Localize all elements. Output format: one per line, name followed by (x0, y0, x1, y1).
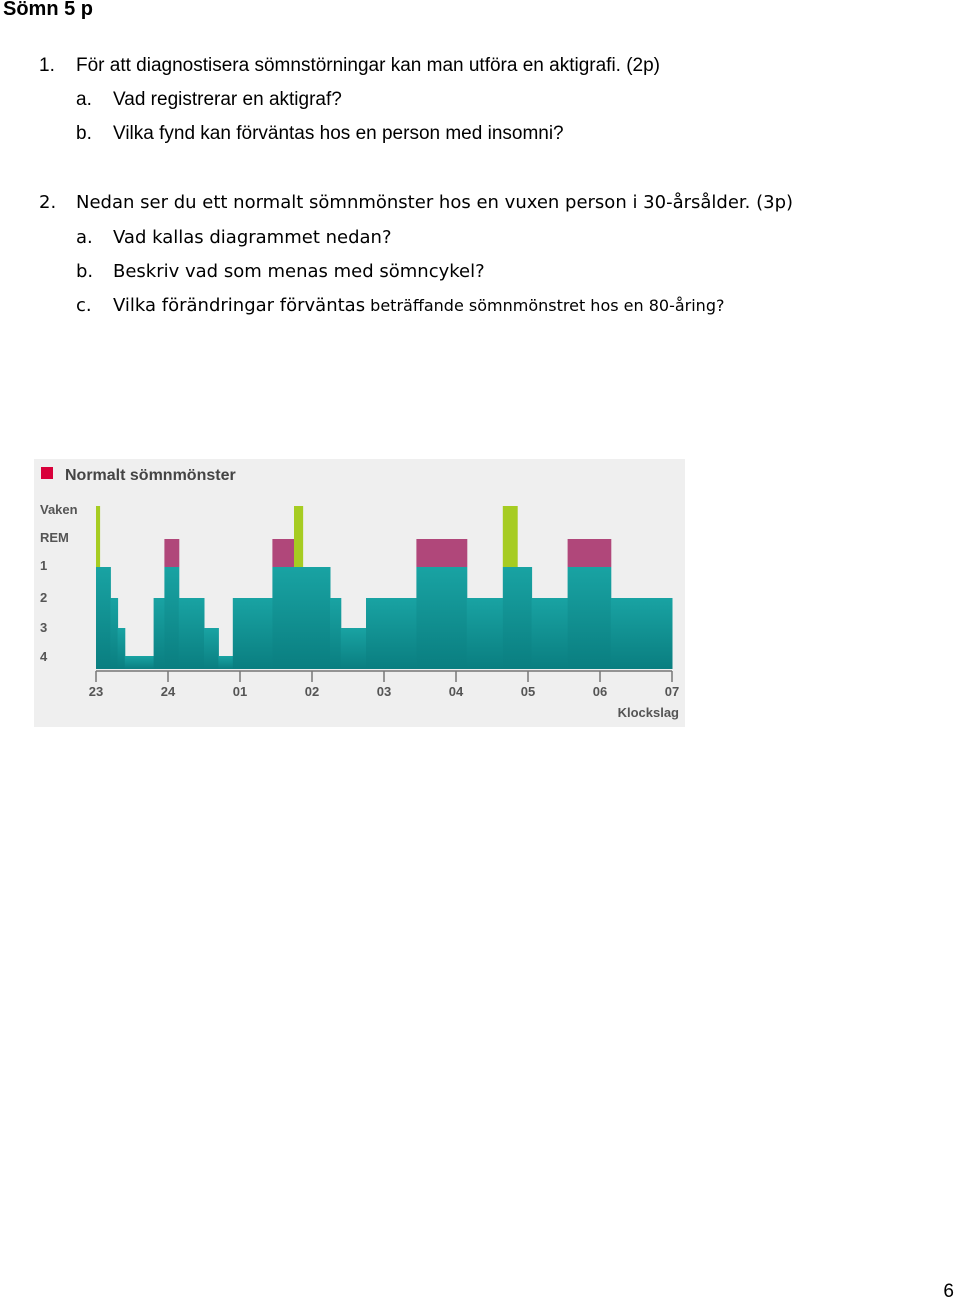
sleep-bar (117, 628, 126, 669)
awake-bar (96, 506, 101, 567)
question-2c-text-end: beträffande sömnmönstret hos en 80-åring… (365, 296, 725, 315)
x-tick-label-07: 07 (665, 684, 679, 699)
y-label-1: 1 (40, 558, 47, 573)
y-label-3: 3 (40, 620, 47, 635)
question-2a-text: Vad kallas diagrammet nedan? (113, 227, 392, 248)
page-number: 6 (943, 1281, 954, 1302)
sleep-bar (110, 598, 119, 669)
sleep-bar (567, 567, 612, 669)
question-1a-text: Vad registrerar en aktigraf? (113, 89, 342, 110)
y-label-4: 4 (40, 649, 48, 664)
x-tick-label-24: 24 (161, 684, 176, 699)
sleep-bar (204, 628, 219, 669)
x-tick-label-01: 01 (233, 684, 247, 699)
sleep-bar (502, 567, 518, 669)
hypnogram-chart: Normalt sömnmönster Vaken REM 1 2 3 4 23 24 01 02 0… (34, 459, 685, 727)
sleep-bar (124, 656, 155, 669)
question-2c-text: Vilka förändringar förväntas beträffande… (113, 295, 724, 316)
x-tick-label-04: 04 (449, 684, 464, 699)
sleep-bar (416, 567, 468, 669)
page-heading: Sömn 5 p (3, 0, 94, 20)
question-2c-label: c. (76, 295, 92, 316)
sleep-bar (340, 628, 367, 669)
sleep-bar (466, 598, 504, 669)
sleep-bar (164, 567, 180, 669)
question-2b-text: Beskriv vad som menas med sömncykel? (113, 261, 485, 282)
sleep-bar (294, 567, 304, 669)
question-2a-label: a. (76, 227, 93, 248)
sleep-bar (99, 567, 111, 669)
question-1-text: För att diagnostisera sömnstörningar kan… (76, 55, 661, 76)
y-label-rem: REM (40, 530, 69, 545)
awake-bar (502, 506, 518, 567)
sleep-bar (610, 598, 673, 669)
sleep-bar (531, 598, 569, 669)
sleep-bar (517, 567, 533, 669)
question-1a-label: a. (76, 89, 92, 110)
sleep-bar (153, 598, 165, 669)
legend-marker-icon (41, 467, 53, 479)
x-tick-label-23: 23 (89, 684, 103, 699)
x-tick-label-05: 05 (521, 684, 535, 699)
sleep-bar (218, 656, 234, 669)
x-axis-label: Klockslag (618, 705, 679, 720)
y-label-2: 2 (40, 590, 47, 605)
sleep-bar (178, 598, 205, 669)
sleep-bar (232, 598, 273, 669)
sleep-bar (272, 567, 295, 669)
question-1-number: 1. (39, 55, 55, 76)
x-tick-label-02: 02 (305, 684, 319, 699)
awake-bar (294, 506, 304, 567)
y-label-vaken: Vaken (40, 502, 78, 517)
rem-bar (567, 539, 612, 567)
x-tick-label-03: 03 (377, 684, 391, 699)
rem-bar (416, 539, 468, 567)
question-1b-text: Vilka fynd kan förväntas hos en person m… (113, 123, 564, 144)
question-2c-text-start: Vilka förändringar förväntas (113, 295, 366, 316)
question-2-text: Nedan ser du ett normalt sömnmönster hos… (76, 192, 794, 213)
sleep-bar (302, 567, 331, 669)
sleep-bar (330, 598, 342, 669)
question-2-number: 2. (39, 192, 57, 213)
x-tick-label-06: 06 (593, 684, 607, 699)
question-1b-label: b. (76, 123, 92, 144)
rem-bar (272, 539, 295, 567)
question-2b-label: b. (76, 261, 94, 282)
sleep-bar (96, 567, 101, 669)
rem-bar (164, 539, 180, 567)
sleep-bar (366, 598, 417, 669)
chart-title: Normalt sömnmönster (65, 467, 236, 484)
